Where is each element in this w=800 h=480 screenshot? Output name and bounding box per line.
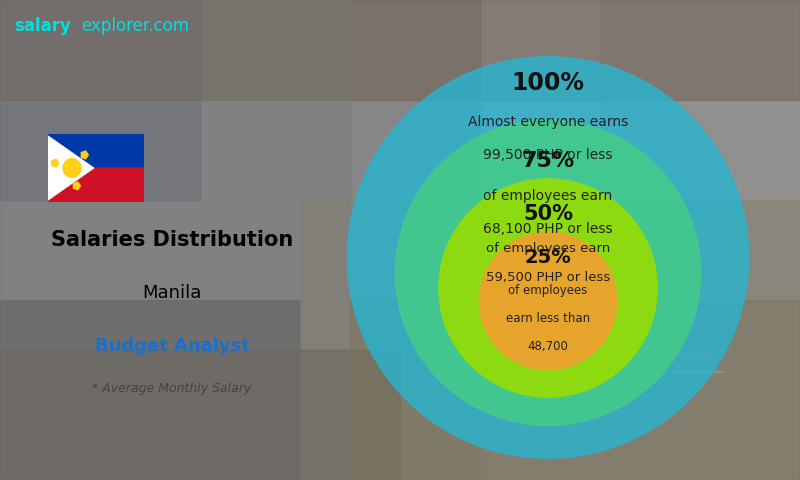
Text: 100%: 100% — [511, 71, 585, 95]
Text: earn less than: earn less than — [506, 312, 590, 325]
Polygon shape — [48, 134, 96, 202]
Text: 68,100 PHP or less: 68,100 PHP or less — [483, 222, 613, 236]
Text: 99,500 PHP or less: 99,500 PHP or less — [483, 148, 613, 162]
Text: Almost everyone earns: Almost everyone earns — [468, 115, 628, 129]
Text: 75%: 75% — [522, 152, 574, 171]
Bar — [0, 350, 400, 480]
Text: 48,700: 48,700 — [527, 340, 569, 353]
Polygon shape — [52, 159, 59, 167]
Text: salary: salary — [14, 17, 70, 36]
Circle shape — [439, 179, 657, 397]
Bar — [0, 300, 300, 480]
Text: 50%: 50% — [523, 204, 573, 224]
Polygon shape — [48, 134, 144, 168]
Text: 25%: 25% — [525, 248, 571, 267]
Circle shape — [395, 120, 701, 425]
Text: * Average Monthly Salary: * Average Monthly Salary — [92, 382, 252, 396]
Text: explorer.com: explorer.com — [81, 17, 189, 36]
Polygon shape — [74, 182, 80, 190]
Text: Budget Analyst: Budget Analyst — [94, 336, 250, 355]
Bar — [300, 200, 800, 480]
Circle shape — [479, 232, 617, 370]
Text: of employees earn: of employees earn — [483, 190, 613, 204]
Bar — [600, 0, 800, 300]
Polygon shape — [48, 168, 144, 202]
Bar — [0, 0, 200, 200]
Text: 59,500 PHP or less: 59,500 PHP or less — [486, 271, 610, 284]
Bar — [350, 300, 800, 480]
Text: of employees earn: of employees earn — [486, 242, 610, 255]
Text: Manila: Manila — [142, 284, 202, 302]
Polygon shape — [82, 151, 88, 159]
Text: Salaries Distribution: Salaries Distribution — [51, 230, 293, 250]
Bar — [0, 0, 480, 480]
Text: of employees: of employees — [508, 284, 588, 297]
Circle shape — [347, 57, 749, 458]
Circle shape — [63, 158, 81, 178]
